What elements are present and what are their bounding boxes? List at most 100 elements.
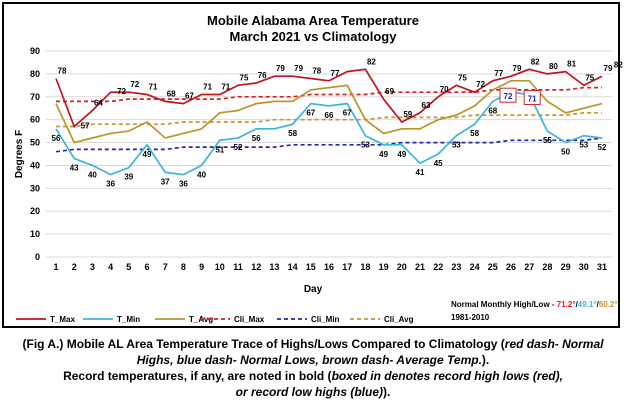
data-label-extra: 72 — [117, 87, 126, 96]
data-label-t-max: 67 — [185, 92, 194, 101]
data-label-t-min: 53 — [452, 141, 461, 150]
x-tick-label: 25 — [488, 262, 498, 272]
legend-label: T_Min — [117, 315, 140, 324]
normals-note-part: 49.1° — [578, 300, 597, 309]
data-label-t-min: 52 — [598, 143, 607, 152]
data-label-t-min: 67 — [306, 109, 315, 118]
data-label-t-min: 49 — [397, 150, 406, 159]
data-label-t-max: 71 — [221, 82, 230, 91]
caption-text: or record low highs (blue) — [235, 385, 383, 399]
data-label-t-max: 71 — [203, 82, 212, 91]
data-label-t-max: 77 — [331, 69, 340, 78]
normals-note-part: 60.2° — [599, 300, 618, 309]
data-label-t-min: 56 — [252, 134, 261, 143]
y-tick-label: 20 — [30, 206, 40, 216]
caption-text: Highs, blue dash- Normal Lows, brown das… — [136, 353, 482, 367]
data-label-t-min: 49 — [379, 150, 388, 159]
series-line-cli-avg — [56, 111, 602, 128]
data-label-t-min: 45 — [434, 159, 443, 168]
data-label-t-min: 58 — [288, 129, 297, 138]
x-tick-label: 23 — [451, 262, 461, 272]
data-label-t-min: 56 — [52, 134, 61, 143]
normals-period: 1981-2010 — [451, 313, 490, 322]
record-box — [499, 87, 517, 103]
x-tick-label: 18 — [360, 262, 370, 272]
data-label-t-min: 39 — [124, 173, 133, 182]
figure-caption: (Fig A.) Mobile AL Area Temperature Trac… — [0, 336, 626, 400]
x-tick-label: 31 — [597, 262, 607, 272]
data-label-t-min: 68 — [488, 106, 497, 115]
data-label-t-max: 80 — [549, 62, 558, 71]
data-label-t-max: 76 — [258, 71, 267, 80]
normals-note-part: / — [597, 300, 600, 309]
data-label-t-min: 36 — [179, 180, 188, 189]
data-label-t-max: 78 — [312, 66, 321, 75]
x-tick-label: 13 — [269, 262, 279, 272]
x-tick-label: 28 — [542, 262, 552, 272]
data-label-t-max: 64 — [94, 99, 103, 108]
x-tick-label: 6 — [144, 262, 149, 272]
x-tick-label: 20 — [397, 262, 407, 272]
x-tick-label: 1 — [53, 262, 58, 272]
data-label-t-max: 75 — [458, 73, 467, 82]
x-tick-label: 27 — [524, 262, 534, 272]
data-label-t-max: 79 — [604, 64, 613, 73]
x-tick-label: 26 — [506, 262, 516, 272]
caption-line-3: Record temperatures, if any, are noted i… — [0, 368, 626, 384]
data-label-t-max: 75 — [240, 73, 249, 82]
data-label-t-min: 58 — [470, 129, 479, 138]
normals-note-part: Normal Monthly High/Low - — [451, 300, 557, 309]
series-line-t-avg — [55, 79, 603, 144]
record-box — [523, 89, 541, 105]
data-label-t-max: 71 — [149, 82, 158, 91]
data-label-t-min: 43 — [70, 164, 79, 173]
x-tick-label: 5 — [126, 262, 131, 272]
data-label-t-min: 40 — [88, 170, 97, 179]
x-tick-label: 4 — [108, 262, 113, 272]
series-line-t-max — [55, 68, 603, 128]
legend-label: Cli_Max — [234, 315, 265, 324]
x-tick-label: 2 — [72, 262, 77, 272]
caption-text: Record temperatures, if any, are noted i… — [63, 369, 332, 383]
data-label-t-max: 68 — [167, 89, 176, 98]
y-tick-label: 10 — [30, 229, 40, 239]
y-tick-label: 30 — [30, 183, 40, 193]
data-label-t-max: 78 — [58, 66, 67, 75]
caption-text: ). — [481, 353, 490, 367]
x-tick-label: 12 — [251, 262, 261, 272]
normals-note-part: 71.2° — [557, 300, 576, 309]
data-label-t-max: 79 — [294, 64, 303, 73]
data-label-t-min: 66 — [325, 111, 334, 120]
data-label-t-min: 53 — [361, 141, 370, 150]
x-tick-label: 19 — [379, 262, 389, 272]
data-label-t-min: 49 — [143, 150, 152, 159]
record-label: 72 — [504, 92, 513, 101]
x-tick-label: 21 — [415, 262, 425, 272]
caption-line-1: (Fig A.) Mobile AL Area Temperature Trac… — [0, 336, 626, 352]
x-tick-label: 14 — [288, 262, 298, 272]
series-line-cli-max — [56, 86, 602, 103]
x-tick-label: 17 — [342, 262, 352, 272]
x-tick-label: 15 — [306, 262, 316, 272]
x-tick-label: 9 — [199, 262, 204, 272]
x-tick-label: 29 — [561, 262, 571, 272]
x-tick-label: 30 — [579, 262, 589, 272]
data-label-t-min: 55 — [543, 136, 552, 145]
data-label-t-min: 50 — [561, 148, 570, 157]
y-tick-label: 90 — [30, 46, 40, 56]
caption-line-4: or record low highs (blue)). — [0, 384, 626, 400]
data-label-t-max: 72 — [476, 80, 485, 89]
chart-subtitle: March 2021 vs Climatology — [230, 29, 398, 44]
data-label-t-min: 52 — [234, 143, 243, 152]
data-label-t-max: 81 — [567, 60, 576, 69]
x-tick-label: 10 — [215, 262, 225, 272]
x-tick-label: 3 — [90, 262, 95, 272]
data-label-t-min: 40 — [197, 170, 206, 179]
x-tick-label: 22 — [433, 262, 443, 272]
y-tick-label: 80 — [30, 69, 40, 79]
data-label-t-max: 82 — [531, 57, 540, 66]
caption-text: (Fig A.) Mobile AL Area Temperature Trac… — [22, 337, 505, 351]
y-axis-label: Degrees F — [14, 130, 25, 178]
legend-label: Cli_Min — [311, 315, 340, 324]
